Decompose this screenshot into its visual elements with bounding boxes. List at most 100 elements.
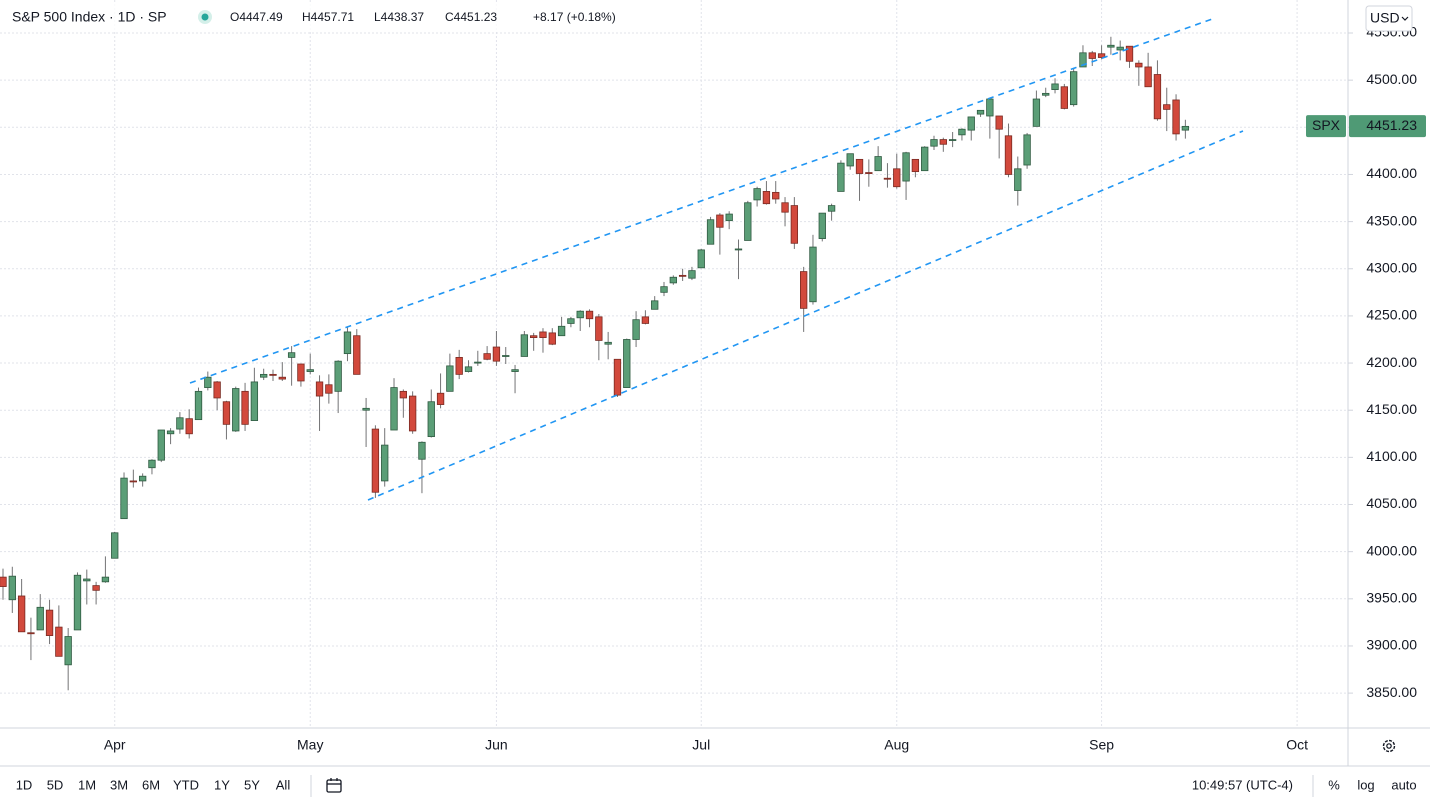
range-button[interactable]: 1M [78,777,96,792]
clock: 10:49:57 (UTC-4) [1192,777,1293,792]
candle-body [334,360,342,392]
range-button[interactable]: 3M [110,777,128,792]
candle-body [725,213,733,222]
y-tick-label: 4150.00 [1366,401,1417,417]
y-tick-label: 4250.00 [1366,307,1417,323]
candle-body [986,98,994,117]
range-button[interactable]: 1Y [214,777,230,792]
candle-body [297,363,305,382]
y-tick-label: 3850.00 [1366,684,1417,700]
y-tick-label: 4200.00 [1366,354,1417,370]
candle-body [83,578,91,582]
candle-body [948,139,957,141]
candle-body [520,334,529,357]
header-bg [0,4,600,32]
range-button[interactable]: 6M [142,777,160,792]
date-range-icon[interactable] [326,778,342,793]
y-tick-label: 4300.00 [1366,259,1417,275]
candle-body [604,341,612,345]
y-tick-label: 3900.00 [1366,637,1417,653]
candle-body [492,346,501,362]
candle-body [939,139,947,145]
candle-body [36,606,44,631]
symbol-title[interactable]: S&P 500 Index · 1D · SP [12,9,167,25]
candle-body [753,188,761,201]
candle-body [315,381,324,397]
candle-body [557,325,566,337]
candle-body [678,274,687,277]
candle-body [781,202,789,213]
candle-body [1181,125,1190,131]
candle-body [706,219,715,245]
candle-body [576,310,584,319]
candle-body [250,381,259,421]
range-button[interactable]: 5D [47,777,64,792]
candle-body [762,191,771,205]
scale-option[interactable]: log [1357,777,1374,792]
ohlc-legend: O4447.49 H4457.71 L4438.37 C4451.23 +8.17 (+… [230,10,616,24]
scale-option[interactable]: % [1328,777,1340,792]
candle-body [930,139,938,147]
candle-body [818,212,826,239]
candle-body [166,430,175,435]
y-tick-label: 3950.00 [1366,590,1417,606]
candle-body [343,331,352,355]
candle-body [995,115,1003,130]
candle-body [92,585,100,591]
candle-body [1060,86,1068,109]
currency-button[interactable] [1365,5,1413,32]
candle-body [716,214,724,228]
ohlc-value: L4438.37 [374,10,424,24]
trend-lines [189,17,1244,501]
candle-body [539,331,547,338]
candle-body [120,477,128,520]
candle-body [893,168,901,188]
candle-body [921,146,929,172]
scale-option[interactable]: auto [1391,777,1416,792]
trend-line-lower[interactable] [367,130,1244,501]
candle-body [1023,134,1031,166]
candle-body [371,428,380,493]
range-button[interactable]: 1D [16,777,33,792]
candle-body [567,318,575,324]
status-dot [201,13,209,21]
ohlc-value: O4447.49 [230,10,283,24]
candle-body [269,373,277,376]
candle-body [1172,99,1180,135]
currency-label[interactable]: USD [1370,10,1400,26]
candle-body [55,626,63,657]
candle-body [967,116,975,131]
candle-body [1144,66,1152,88]
candle-body [744,202,752,241]
candle-body [111,532,119,559]
candle-body [502,355,510,357]
trend-line-upper[interactable] [189,17,1216,384]
candle-body [436,392,445,405]
candle-body [827,205,836,212]
candle-body [418,441,426,460]
candle-body [325,384,333,394]
candle-body [287,352,296,358]
candle-body [1125,45,1134,62]
candle-body [1116,46,1124,51]
candle-body [353,335,361,375]
last-price-badge [1349,115,1426,138]
candle-body [911,158,920,173]
candle-body [874,156,882,172]
x-tick-label: May [297,737,323,753]
candle-body [734,248,743,251]
candle-body [45,609,54,636]
currency-caret [1401,16,1409,21]
y-tick-label: 4000.00 [1366,542,1417,558]
range-button[interactable]: YTD [173,777,199,792]
candle-body [688,270,696,279]
settings-icon[interactable] [1382,739,1396,753]
candle-body [1163,104,1171,110]
candle-body [772,191,780,200]
range-button[interactable]: All [276,777,291,792]
candle-body [865,172,873,174]
range-button[interactable]: 5Y [244,777,260,792]
ohlc-value: C4451.23 [445,10,497,24]
